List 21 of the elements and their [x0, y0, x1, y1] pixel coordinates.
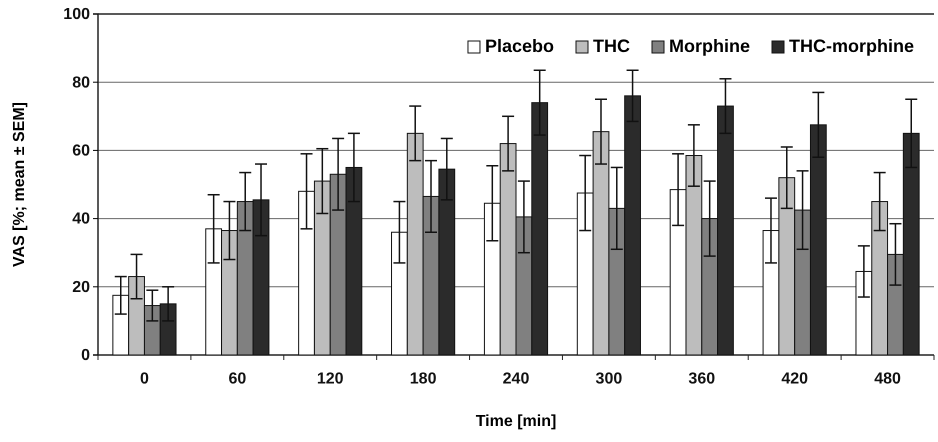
legend-label: Morphine	[669, 36, 750, 56]
x-tick-label: 300	[596, 370, 622, 388]
x-tick-label: 240	[502, 370, 530, 388]
legend-label: THC-morphine	[789, 36, 914, 56]
legend-label: THC	[593, 36, 630, 56]
y-tick-label: 0	[81, 347, 90, 364]
y-tick-label: 20	[72, 278, 90, 296]
y-tick-label: 80	[72, 74, 90, 92]
x-tick-label: 420	[781, 370, 808, 388]
x-tick-label: 360	[688, 370, 716, 388]
x-tick-label: 480	[874, 370, 901, 388]
legend-label: Placebo	[484, 36, 554, 56]
y-tick-label: 40	[72, 210, 90, 228]
x-tick-label: 0	[140, 370, 149, 388]
y-tick-label: 60	[72, 142, 90, 160]
y-axis-title: VAS [%; mean ± SEM]	[11, 102, 28, 267]
x-tick-label: 120	[316, 370, 344, 388]
x-axis-title: Time [min]	[476, 413, 556, 430]
x-tick-label: 60	[228, 370, 246, 388]
y-tick-label: 100	[63, 6, 90, 24]
x-tick-label: 180	[410, 370, 437, 388]
